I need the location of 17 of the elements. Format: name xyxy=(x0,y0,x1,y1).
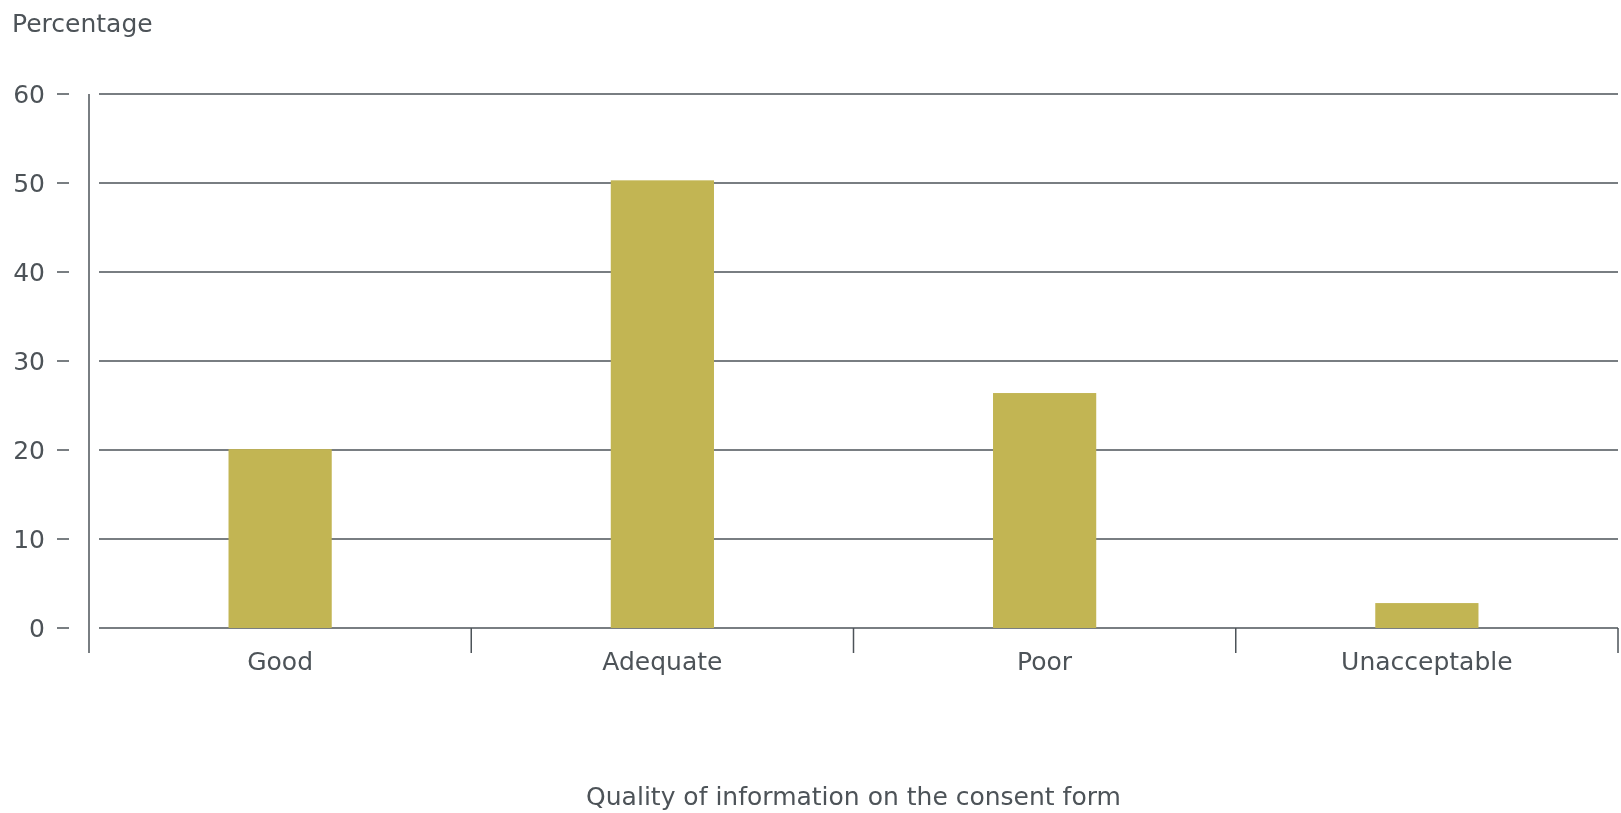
y-tick-label: 0 xyxy=(29,613,45,643)
y-tick-label: 40 xyxy=(13,257,45,287)
bar xyxy=(993,393,1097,628)
y-tick-label: 20 xyxy=(13,435,45,465)
x-tick-label: Poor xyxy=(1017,647,1073,676)
x-tick-label: Adequate xyxy=(602,647,723,676)
x-tick-label: Good xyxy=(247,647,314,676)
bar xyxy=(610,180,714,628)
y-tick-label: 50 xyxy=(13,168,45,198)
bar xyxy=(1375,603,1479,628)
y-tick-label: 30 xyxy=(13,346,45,376)
y-tick-label: 10 xyxy=(13,524,45,554)
x-axis-title: Quality of information on the consent form xyxy=(586,782,1121,811)
y-tick-label: 60 xyxy=(13,79,45,109)
y-axis-title: Percentage xyxy=(12,9,153,38)
bar xyxy=(228,449,332,628)
x-tick-label: Unacceptable xyxy=(1341,647,1513,676)
